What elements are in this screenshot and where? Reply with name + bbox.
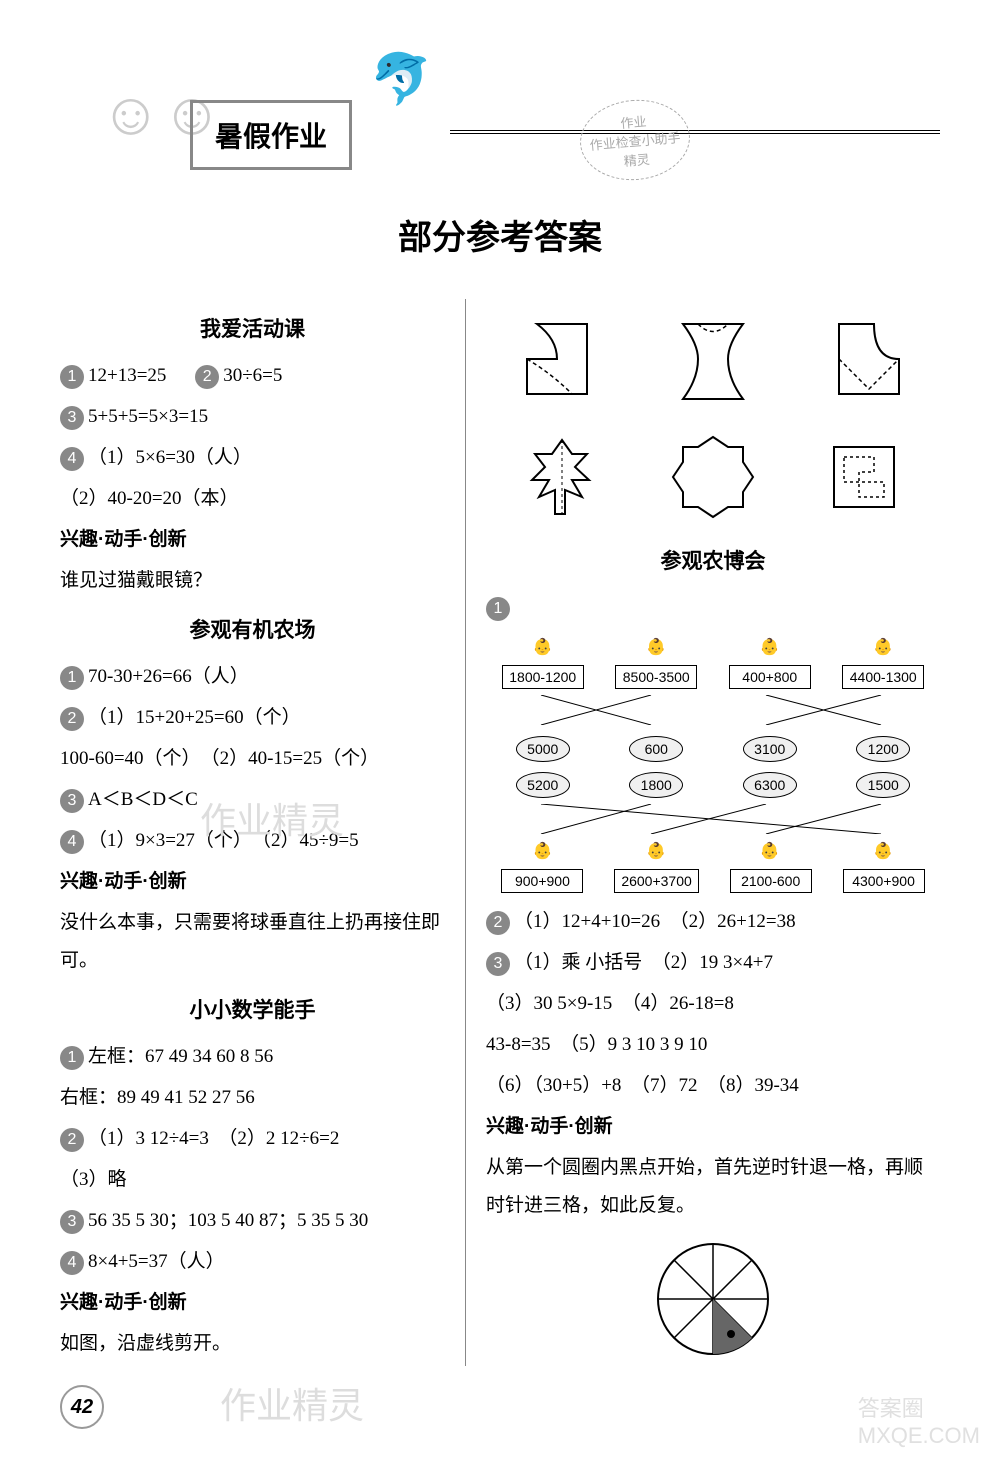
section-title: 我爱活动课 — [60, 313, 445, 343]
watermark: 作业精灵 — [220, 1377, 364, 1429]
cut-shape-icon — [512, 309, 612, 409]
stamp-icon: 作业 作业检查小助手 精灵 — [577, 95, 694, 184]
match-value: 6300 — [743, 772, 797, 798]
stamp-line: 作业 — [620, 110, 648, 131]
match-expr: 2600+3700 — [614, 869, 698, 893]
left-column: 我爱活动课 112+13=25 230÷6=5 35+5+5=5×3=15 4（… — [60, 299, 465, 1366]
answer-line: （6）（30+5）+8 （7）72 （8）39-34 — [486, 1067, 940, 1105]
answer-line: 没什么本事，只需要将球垂直往上扔再接住即可。 — [60, 904, 445, 980]
child-icon: 👶 — [759, 841, 781, 863]
answer-line: 1左框：67 49 34 60 8 56 — [60, 1038, 445, 1076]
content-columns: 我爱活动课 112+13=25 230÷6=5 35+5+5=5×3=15 4（… — [60, 299, 940, 1366]
answer-line: （3）30 5×9-15 （4）26-18=8 — [486, 985, 940, 1023]
number-badge: 3 — [60, 406, 84, 430]
subsection-title: 兴趣·动手·创新 — [60, 521, 445, 559]
answer-line: 谁见过猫戴眼镜？ — [60, 562, 445, 600]
match-value: 1800 — [629, 772, 683, 798]
answer-line: 2（1）15+20+25=60（个） — [60, 699, 445, 737]
child-icon: 👶 — [645, 841, 667, 863]
answer-line: 43-8=35 （5）9 3 10 3 9 10 — [486, 1026, 940, 1064]
match-lines — [486, 804, 940, 834]
cut-shape-icon — [663, 309, 763, 409]
number-badge: 4 — [60, 1251, 84, 1275]
subsection-title: 兴趣·动手·创新 — [486, 1108, 940, 1146]
answer-line: 右框：89 49 41 52 27 56 — [60, 1079, 445, 1117]
answer-line: 170-30+26=66（人） — [60, 658, 445, 696]
number-badge: 3 — [60, 1210, 84, 1234]
answer-line: 如图，沿虚线剪开。 — [60, 1325, 445, 1363]
answer-line: 35+5+5=5×3=15 — [60, 398, 445, 436]
answer-line: 48×4+5=37（人） — [60, 1243, 445, 1281]
answer-line: 2（1）3 12÷4=3 （2）2 12÷6=2 — [60, 1120, 445, 1158]
match-expr: 4400-1300 — [842, 665, 924, 689]
match-value: 3100 — [743, 736, 797, 762]
matching-diagram: 5200 1800 6300 1500 👶 👶 👶 👶 900+900 2600… — [486, 772, 940, 893]
match-expr: 2100-600 — [730, 869, 812, 893]
number-badge: 1 — [60, 666, 84, 690]
number-badge: 3 — [60, 789, 84, 813]
matching-diagram: 👶 👶 👶 👶 1800-1200 8500-3500 400+800 4400… — [486, 637, 940, 762]
match-value: 1200 — [856, 736, 910, 762]
child-icon: 👶 — [872, 637, 894, 659]
shapes-row — [486, 309, 940, 409]
answer-line: 100-60=40（个） （2）40-15=25（个） — [60, 740, 445, 778]
page-header: ☺☺ 🐬 暑假作业 作业 作业检查小助手 精灵 — [60, 40, 940, 180]
match-expr: 400+800 — [729, 665, 811, 689]
section-title: 参观农博会 — [486, 545, 940, 575]
number-badge: 1 — [60, 365, 84, 389]
header-title-box: 暑假作业 — [190, 100, 352, 170]
cut-shape-icon — [814, 309, 914, 409]
main-title: 部分参考答案 — [60, 210, 940, 259]
subsection-title: 兴趣·动手·创新 — [60, 1284, 445, 1322]
match-expr: 900+900 — [501, 869, 583, 893]
answer-line: 112+13=25 230÷6=5 — [60, 357, 445, 395]
child-icon: 👶 — [532, 841, 554, 863]
answer-line: 3A＜B＜D＜C — [60, 781, 445, 819]
dolphin-icon: 🐬 — [370, 50, 432, 109]
watermark-corner: 答案圈 MXQE.COM — [858, 1391, 980, 1449]
child-icon: 👶 — [532, 637, 554, 659]
child-icon: 👶 — [872, 841, 894, 863]
match-value: 1500 — [856, 772, 910, 798]
number-badge: 1 — [60, 1046, 84, 1070]
match-lines — [486, 695, 940, 725]
shapes-row — [486, 427, 940, 527]
match-value: 5000 — [516, 736, 570, 762]
child-icon: 👶 — [759, 637, 781, 659]
number-badge: 2 — [486, 911, 510, 935]
number-badge: 3 — [486, 952, 510, 976]
section-title: 参观有机农场 — [60, 614, 445, 644]
number-badge: 2 — [60, 1128, 84, 1152]
match-value: 600 — [629, 736, 683, 762]
match-expr: 1800-1200 — [502, 665, 584, 689]
page-number: 42 — [60, 1385, 104, 1429]
answer-line: 356 35 5 30；103 5 40 87；5 35 5 30 — [60, 1202, 445, 1240]
answer-line: 4（1）5×6=30（人） — [60, 439, 445, 477]
cut-shape-icon — [663, 427, 763, 527]
match-value: 5200 — [516, 772, 570, 798]
header-divider — [450, 130, 940, 134]
answer-line: 1 — [486, 589, 940, 627]
number-badge: 2 — [195, 365, 219, 389]
right-column: 参观农博会 1 👶 👶 👶 👶 1800-1200 8500-3500 400+… — [465, 299, 940, 1366]
answer-line: 从第一个圆圈内黑点开始，首先逆时针退一格，再顺时针进三格，如此反复。 — [486, 1149, 940, 1225]
number-badge: 4 — [60, 447, 84, 471]
match-expr: 8500-3500 — [615, 665, 697, 689]
answer-line: （2）40-20=20（本） — [60, 480, 445, 518]
cut-shape-icon — [512, 427, 612, 527]
number-badge: 4 — [60, 830, 84, 854]
answer-line: （3）略 — [60, 1161, 445, 1199]
stamp-line: 精灵 — [623, 148, 651, 169]
answer-line: 2（1）12+4+10=26 （2）26+12=38 — [486, 903, 940, 941]
answer-line: 4（1）9×3=27（个） （2）45÷9=5 — [60, 822, 445, 860]
subsection-title: 兴趣·动手·创新 — [60, 863, 445, 901]
wheel-diagram — [486, 1239, 940, 1364]
number-badge: 1 — [486, 597, 510, 621]
answer-line: 3（1）乘 小括号 （2）19 3×4+7 — [486, 944, 940, 982]
cut-shape-icon — [814, 427, 914, 527]
section-title: 小小数学能手 — [60, 994, 445, 1024]
match-expr: 4300+900 — [843, 869, 925, 893]
number-badge: 2 — [60, 707, 84, 731]
child-icon: 👶 — [645, 637, 667, 659]
